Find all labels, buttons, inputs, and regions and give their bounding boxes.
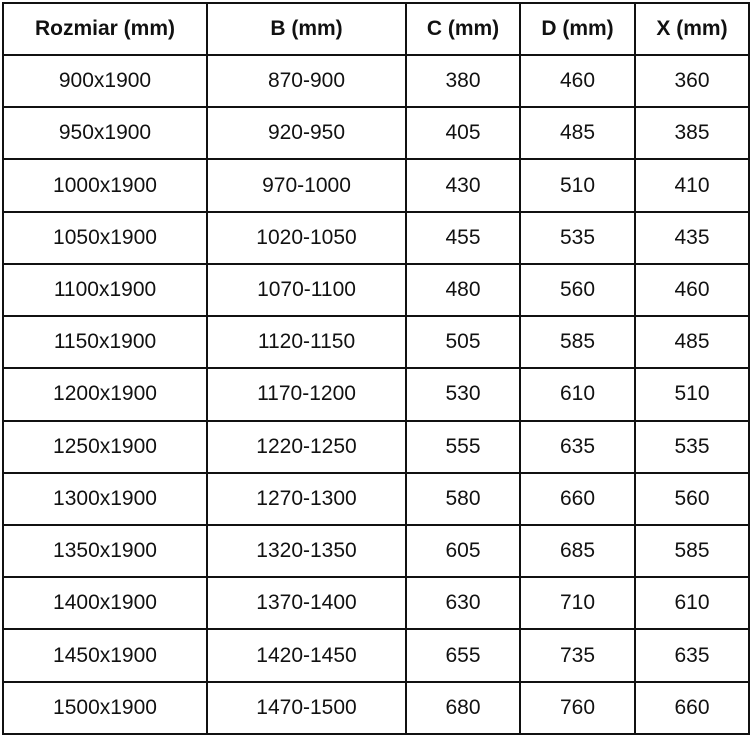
cell-c: 405 (405, 106, 521, 161)
cell-d: 485 (519, 106, 636, 161)
cell-b: 1220-1250 (206, 419, 407, 474)
cell-size: 1450x1900 (2, 628, 208, 683)
table-row: 1100x1900 1070-1100 480 560 460 (2, 262, 750, 318)
table-row: 1350x1900 1320-1350 605 685 585 (2, 523, 750, 579)
cell-c: 455 (405, 210, 521, 265)
cell-b: 1070-1100 (206, 262, 407, 318)
table-row: 1200x1900 1170-1200 530 610 510 (2, 367, 750, 422)
cell-x: 635 (634, 628, 750, 683)
cell-x: 660 (634, 680, 750, 736)
table-row: 1400x1900 1370-1400 630 710 610 (2, 576, 750, 631)
cell-d: 660 (519, 471, 636, 526)
cell-c: 530 (405, 367, 521, 422)
table-row: 1300x1900 1270-1300 580 660 560 (2, 471, 750, 526)
cell-size: 1050x1900 (2, 210, 208, 265)
cell-size: 1100x1900 (2, 262, 208, 318)
cell-size: 1300x1900 (2, 471, 208, 526)
cell-b: 1270-1300 (206, 471, 407, 526)
cell-size: 1150x1900 (2, 315, 208, 370)
table-row: 1050x1900 1020-1050 455 535 435 (2, 210, 750, 265)
header-c: C (mm) (405, 2, 521, 56)
cell-size: 900x1900 (2, 53, 208, 109)
cell-c: 580 (405, 471, 521, 526)
cell-b: 1470-1500 (206, 680, 407, 736)
header-d: D (mm) (519, 2, 636, 56)
cell-x: 410 (634, 158, 750, 213)
cell-c: 680 (405, 680, 521, 736)
cell-x: 610 (634, 576, 750, 631)
cell-d: 535 (519, 210, 636, 265)
cell-size: 1000x1900 (2, 158, 208, 213)
cell-d: 635 (519, 419, 636, 474)
cell-size: 950x1900 (2, 106, 208, 161)
cell-x: 510 (634, 367, 750, 422)
cell-d: 510 (519, 158, 636, 213)
cell-b: 1170-1200 (206, 367, 407, 422)
cell-d: 610 (519, 367, 636, 422)
cell-d: 560 (519, 262, 636, 318)
cell-c: 380 (405, 53, 521, 109)
cell-b: 870-900 (206, 53, 407, 109)
cell-x: 585 (634, 523, 750, 579)
header-x: X (mm) (634, 2, 750, 56)
cell-size: 1250x1900 (2, 419, 208, 474)
header-size: Rozmiar (mm) (2, 2, 208, 56)
cell-b: 1320-1350 (206, 523, 407, 579)
cell-x: 435 (634, 210, 750, 265)
cell-b: 1370-1400 (206, 576, 407, 631)
header-b: B (mm) (206, 2, 407, 56)
cell-d: 585 (519, 315, 636, 370)
cell-size: 1400x1900 (2, 576, 208, 631)
table-header-row: Rozmiar (mm) B (mm) C (mm) D (mm) X (mm) (2, 2, 750, 56)
cell-b: 1420-1450 (206, 628, 407, 683)
cell-x: 460 (634, 262, 750, 318)
cell-b: 970-1000 (206, 158, 407, 213)
cell-c: 505 (405, 315, 521, 370)
cell-b: 1120-1150 (206, 315, 407, 370)
table-row: 1500x1900 1470-1500 680 760 660 (2, 680, 750, 736)
cell-c: 605 (405, 523, 521, 579)
table-body: 900x1900 870-900 380 460 360 950x1900 920-950 4… (2, 53, 750, 736)
cell-x: 385 (634, 106, 750, 161)
table-row: 1250x1900 1220-1250 555 635 535 (2, 419, 750, 474)
cell-x: 485 (634, 315, 750, 370)
cell-c: 630 (405, 576, 521, 631)
cell-c: 655 (405, 628, 521, 683)
cell-b: 920-950 (206, 106, 407, 161)
cell-c: 555 (405, 419, 521, 474)
table-row: 1450x1900 1420-1450 655 735 635 (2, 628, 750, 683)
cell-d: 735 (519, 628, 636, 683)
table-row: 1000x1900 970-1000 430 510 410 (2, 158, 750, 213)
cell-x: 360 (634, 53, 750, 109)
cell-x: 535 (634, 419, 750, 474)
cell-d: 760 (519, 680, 636, 736)
cell-c: 480 (405, 262, 521, 318)
cell-c: 430 (405, 158, 521, 213)
cell-d: 460 (519, 53, 636, 109)
cell-d: 710 (519, 576, 636, 631)
table-row: 900x1900 870-900 380 460 360 (2, 53, 750, 109)
cell-x: 560 (634, 471, 750, 526)
cell-size: 1350x1900 (2, 523, 208, 579)
cell-d: 685 (519, 523, 636, 579)
cell-size: 1500x1900 (2, 680, 208, 736)
table-row: 950x1900 920-950 405 485 385 (2, 106, 750, 161)
cell-b: 1020-1050 (206, 210, 407, 265)
cell-size: 1200x1900 (2, 367, 208, 422)
table-row: 1150x1900 1120-1150 505 585 485 (2, 315, 750, 370)
